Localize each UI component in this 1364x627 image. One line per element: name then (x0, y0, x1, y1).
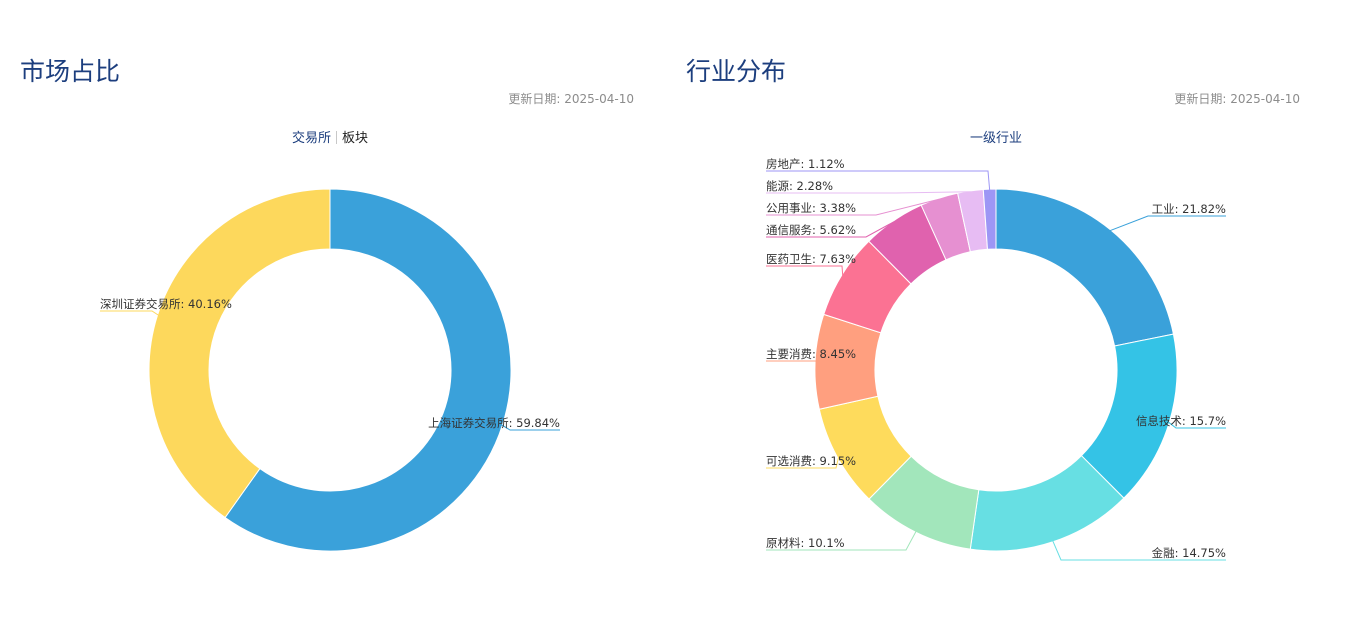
market-data-label-0: 上海证券交易所: 59.84% (428, 416, 560, 430)
industry-data-label-7: 通信服务: 5.62% (766, 223, 856, 237)
market-share-panel: 市场占比 更新日期: 2025-04-10 交易所 板块 上海证券交易所: 59.… (0, 0, 660, 627)
industry-label-line-2 (1052, 540, 1226, 561)
industry-panel: 行业分布 更新日期: 2025-04-10 一级行业 工业: 21.82% 信息技… (666, 0, 1326, 627)
market-donut-chart: 上海证券交易所: 59.84% 深圳证券交易所: 40.16% (100, 188, 560, 552)
industry-data-label-4: 可选消费: 9.15% (766, 454, 856, 468)
market-share-title: 市场占比 (20, 57, 121, 86)
industry-donut-chart: 工业: 21.82% 信息技术: 15.7% 金融: 14.75% 原材料: 10.1… (766, 157, 1226, 561)
industry-label-line-5 (766, 360, 817, 362)
industry-label-line-9 (766, 191, 971, 194)
market-tabs: 交易所 板块 (0, 127, 660, 146)
industry-slice-10[interactable] (982, 188, 997, 250)
industry-label-line-1 (1168, 421, 1226, 429)
industry-label-line-0 (1109, 215, 1226, 232)
industry-data-label-5: 主要消费: 8.45% (766, 347, 856, 361)
industry-data-label-1: 信息技术: 15.7% (1136, 414, 1226, 428)
tab-exchange[interactable]: 交易所 (291, 131, 331, 146)
market-update-date: 更新日期: 2025-04-10 (508, 92, 634, 106)
industry-data-label-9: 能源: 2.28% (766, 179, 833, 193)
industry-label-line-10 (766, 170, 991, 191)
market-label-line-0 (501, 424, 560, 431)
market-data-label-1: 深圳证券交易所: 40.16% (100, 297, 232, 311)
industry-data-label-8: 公用事业: 3.38% (766, 201, 856, 215)
tab-separator (336, 131, 337, 144)
industry-label-line-4 (766, 457, 840, 469)
market-slice-0[interactable] (224, 188, 512, 552)
industry-slice-0[interactable] (995, 188, 1174, 347)
tab-sector[interactable]: 板块 (342, 131, 369, 146)
industry-data-label-6: 医药卫生: 7.63% (766, 252, 856, 266)
industry-update-date: 更新日期: 2025-04-10 (1174, 92, 1300, 106)
industry-label-line-6 (766, 265, 844, 276)
industry-title: 行业分布 (686, 57, 787, 86)
market-slice-1[interactable] (148, 188, 331, 519)
industry-data-label-10: 房地产: 1.12% (766, 157, 845, 171)
industry-data-label-2: 金融: 14.75% (1152, 546, 1226, 560)
industry-data-label-3: 原材料: 10.1% (766, 536, 845, 550)
industry-label-line-8 (766, 198, 940, 216)
market-label-line-1 (100, 310, 159, 316)
industry-data-label-0: 工业: 21.82% (1152, 202, 1226, 216)
industry-chart-title: 一级行业 (969, 131, 1022, 146)
industry-label-line-3 (766, 531, 917, 551)
industry-label-line-7 (766, 221, 895, 238)
